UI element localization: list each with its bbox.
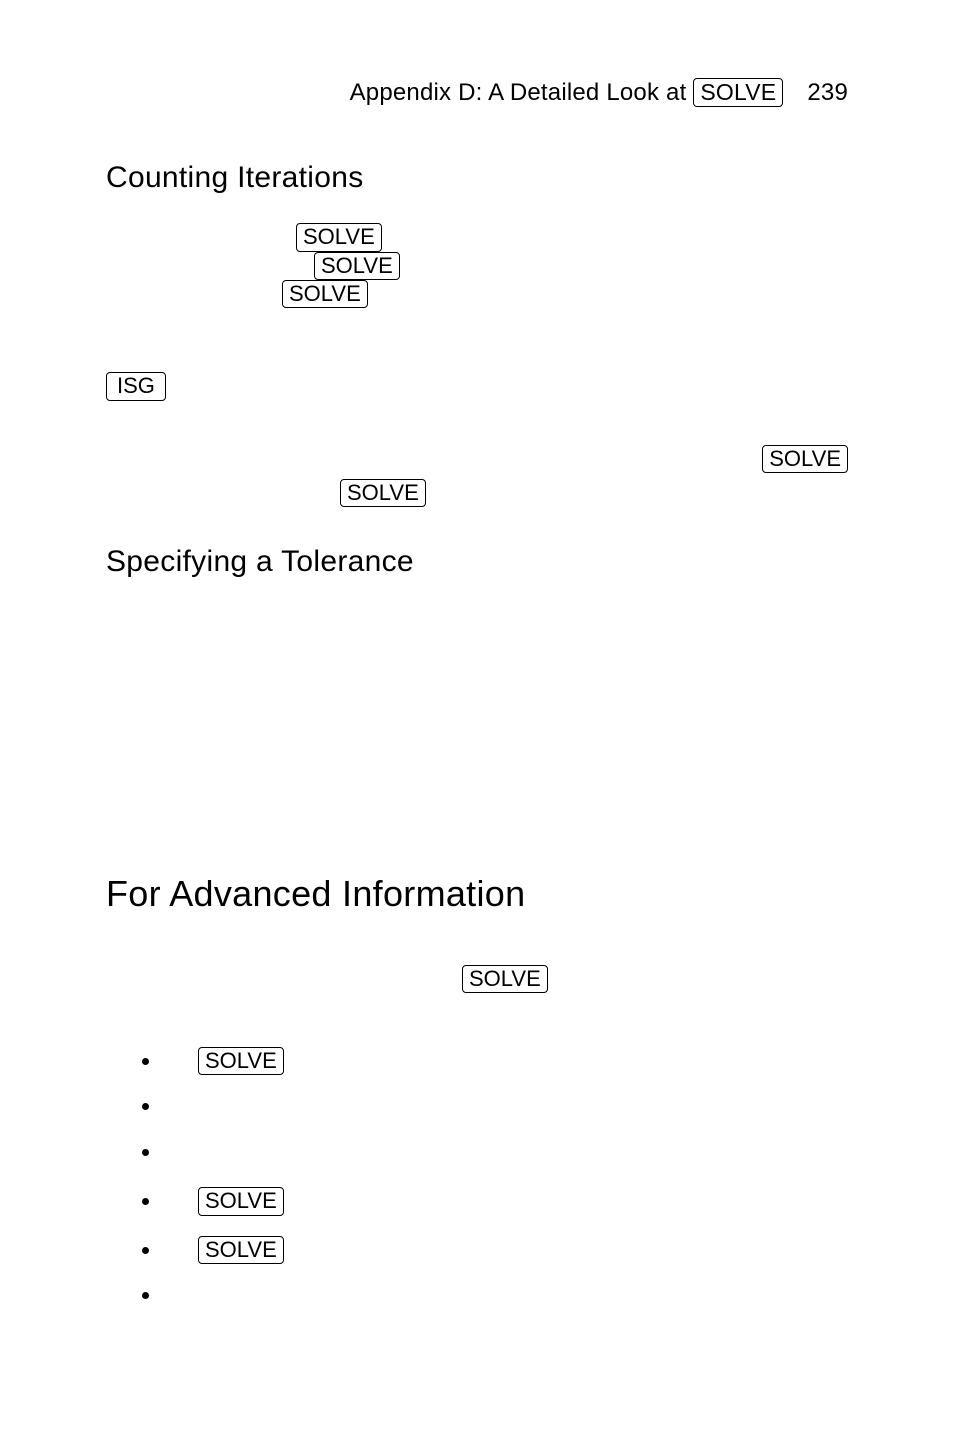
solve-keycap: SOLVE xyxy=(462,965,548,993)
list-item xyxy=(162,1131,848,1177)
advanced-intro-key: SOLVE xyxy=(462,965,848,993)
solve-keycap: SOLVE xyxy=(693,78,783,107)
solve-keycap: SOLVE xyxy=(198,1187,284,1215)
list-item: SOLVE xyxy=(162,1177,848,1225)
list-item xyxy=(162,1274,848,1320)
solve-keycap: SOLVE xyxy=(762,445,848,473)
page: Appendix D: A Detailed Look at SOLVE239 … xyxy=(0,0,954,1432)
list-item: SOLVE xyxy=(162,1037,848,1085)
section-heading-tolerance: Specifying a Tolerance xyxy=(106,545,848,579)
header-prefix: Appendix D: A Detailed Look at xyxy=(350,79,694,106)
list-item: SOLVE xyxy=(162,1226,848,1274)
solve-keycap: SOLVE xyxy=(340,479,426,507)
advanced-bullet-list: SOLVE SOLVE SOLVE xyxy=(106,1037,848,1320)
list-item xyxy=(162,1085,848,1131)
solve-keycap: SOLVE xyxy=(198,1236,284,1264)
running-header: Appendix D: A Detailed Look at SOLVE 239 xyxy=(106,78,848,107)
solve-pair: SOLVE SOLVE xyxy=(106,445,848,515)
section-heading-advanced: For Advanced Information xyxy=(106,873,848,915)
solve-stack: SOLVE SOLVE SOLVE xyxy=(106,223,848,308)
isg-keycap: ISG xyxy=(106,372,166,400)
solve-keycap: SOLVE xyxy=(282,280,368,308)
solve-keycap: SOLVE xyxy=(314,252,400,280)
page-number: 239 xyxy=(807,79,848,106)
isg-row: ISG xyxy=(106,372,848,400)
section-heading-counting: Counting Iterations xyxy=(106,161,848,195)
solve-keycap: SOLVE xyxy=(296,223,382,251)
solve-keycap: SOLVE xyxy=(198,1047,284,1075)
